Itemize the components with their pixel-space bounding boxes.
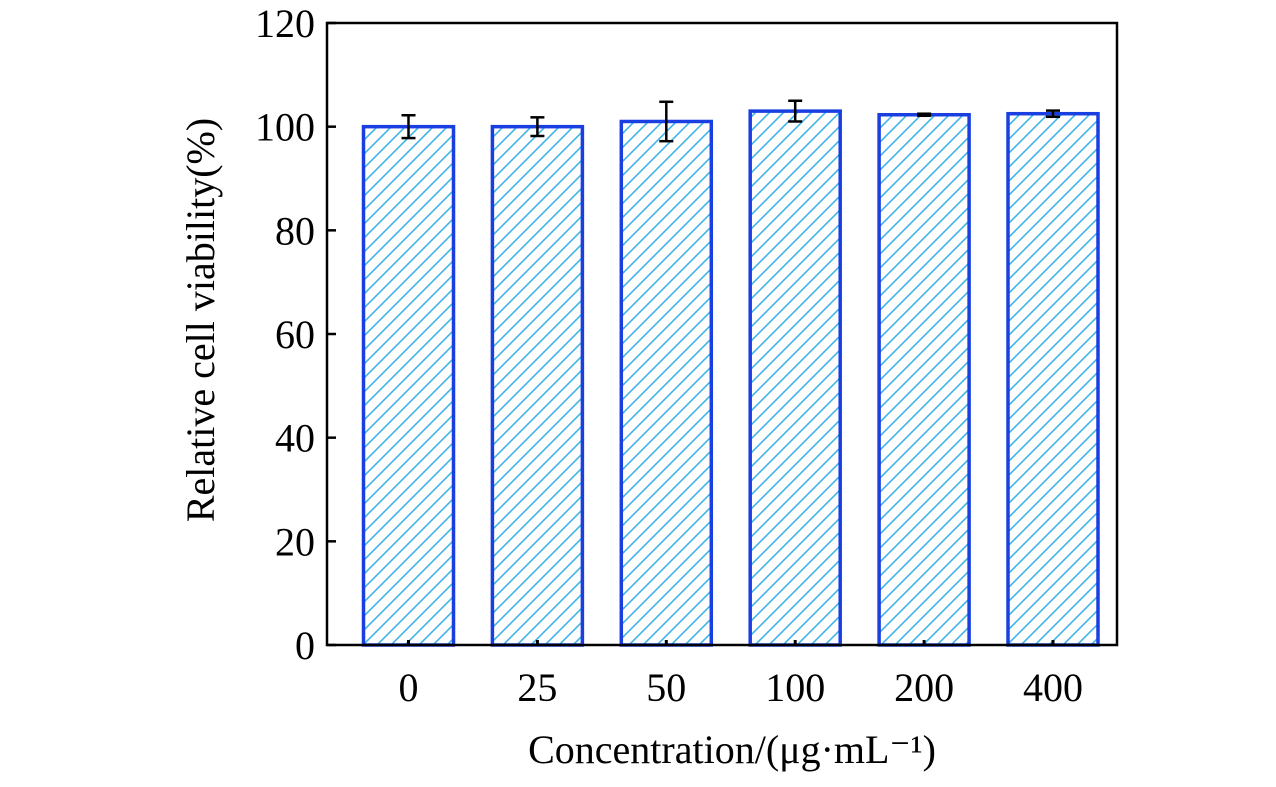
error-bar-100 xyxy=(788,99,803,123)
error-bar-50 xyxy=(659,100,674,143)
bar-100 xyxy=(748,109,842,647)
x-tick-label-25: 25 xyxy=(517,665,557,710)
y-axis: 0 20 40 60 80 100 120 xyxy=(255,1,336,668)
x-tick-label-200: 200 xyxy=(894,665,954,710)
y-axis-title: Relative cell viability(%) xyxy=(178,118,223,522)
y-tick-label: 80 xyxy=(275,208,315,253)
x-tick-label-400: 400 xyxy=(1023,665,1083,710)
x-tick-label-50: 50 xyxy=(646,665,686,710)
error-bar-200 xyxy=(917,112,932,118)
y-tick-label: 60 xyxy=(275,312,315,357)
y-tick-label: 120 xyxy=(255,1,315,46)
y-tick-label: 40 xyxy=(275,416,315,461)
error-bar-25 xyxy=(530,116,545,138)
bars-layer xyxy=(361,109,1100,647)
bar-50 xyxy=(619,119,714,647)
bar-200 xyxy=(877,112,971,647)
bar-0 xyxy=(361,124,456,647)
y-tick-label: 100 xyxy=(255,105,315,150)
x-tick-label-0: 0 xyxy=(399,665,419,710)
bar-400 xyxy=(1006,111,1100,647)
y-tick-label: 20 xyxy=(275,519,315,564)
y-tick-label: 0 xyxy=(295,623,315,668)
x-tick-label-100: 100 xyxy=(765,665,825,710)
x-axis-title: Concentration/(μg·mL⁻¹) xyxy=(528,727,936,772)
x-axis: 0 25 50 100 200 400 xyxy=(399,640,1083,710)
error-bar-400 xyxy=(1046,109,1060,119)
bar-25 xyxy=(490,124,585,647)
error-bars-layer xyxy=(401,99,1060,143)
error-bar-0 xyxy=(401,114,416,140)
